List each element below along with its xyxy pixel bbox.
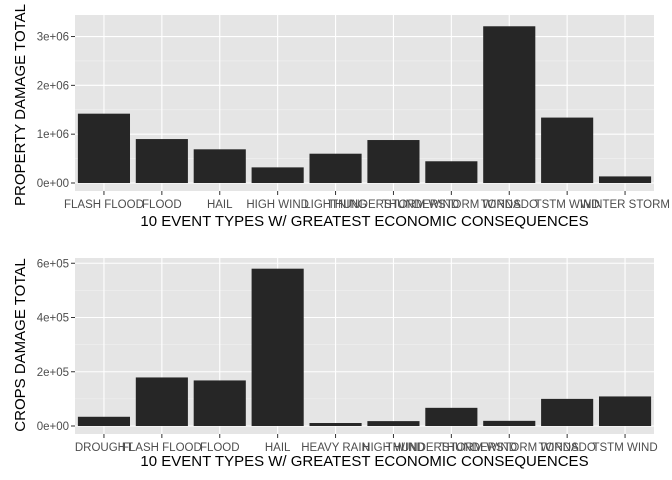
property-bar xyxy=(251,167,304,183)
property-bar xyxy=(309,153,362,183)
crops-bars xyxy=(77,268,652,426)
property-x-tick-label: THUNDERSTORM WIND xyxy=(328,199,459,211)
crops-x-tick-label: TORNADO xyxy=(539,442,596,454)
crops-x-tick-label: HEAVY RAIN xyxy=(301,442,370,454)
property-y-tick-label: 1e+06 xyxy=(37,129,69,141)
crops-bar xyxy=(309,423,362,426)
property-y-tick-label: 3e+06 xyxy=(37,32,69,44)
crops-bar xyxy=(135,377,188,426)
property-y-ticks: 0e+00 1e+06 2e+06 3e+06 xyxy=(37,32,75,190)
crops-bar xyxy=(541,398,594,426)
property-x-tick-label: HIGH WIND xyxy=(246,199,309,211)
property-y-tick-label: 2e+06 xyxy=(37,80,69,92)
property-bar xyxy=(77,113,131,183)
crops-bar xyxy=(251,268,304,426)
crops-x-tick-label: FLASH FLOOD xyxy=(122,442,202,454)
property-x-tick-label: LIGHTNING xyxy=(304,199,367,211)
crops-y-tick-label: 2e+05 xyxy=(37,367,69,379)
crops-bar xyxy=(77,416,131,426)
crops-x-tick-label: THUNDERSTORM WINDS xyxy=(440,442,579,454)
property-bar xyxy=(425,161,478,183)
property-x-tick-label: THUNDERSTORM WINDS xyxy=(382,199,521,211)
property-bar xyxy=(483,26,536,183)
property-x-tick-label: HAIL xyxy=(207,199,233,211)
crops-bar xyxy=(367,421,420,426)
crops-y-tick-label: 6e+05 xyxy=(37,258,69,270)
crops-bar xyxy=(483,420,536,426)
property-x-tick-label: TORNADO xyxy=(481,199,538,211)
crops-x-tick-label: DROUGHT xyxy=(75,442,133,454)
property-bar xyxy=(367,140,420,183)
property-x-axis-title: 10 EVENT TYPES W/ GREATEST ECONOMIC CONS… xyxy=(140,213,588,230)
property-bar xyxy=(135,139,188,183)
crops-y-ticks: 0e+00 2e+05 4e+05 6e+05 xyxy=(37,258,75,433)
crops-y-tick-label: 0e+00 xyxy=(37,421,69,433)
property-bar xyxy=(598,176,652,183)
crops-x-tick-label: TSTM WIND xyxy=(592,442,657,454)
property-x-tick-label: TSTM WIND xyxy=(535,199,600,211)
crops-x-tick-label: THUNDERSTORM WIND xyxy=(386,442,517,454)
property-x-tick-label: WINTER STORM xyxy=(580,199,670,211)
property-bar xyxy=(541,117,594,183)
property-x-tick-label: FLOOD xyxy=(142,199,182,211)
property-bar xyxy=(193,149,246,183)
crops-y-axis-title: CROPS DAMAGE TOTAL xyxy=(12,258,29,431)
crops-bar xyxy=(193,380,246,426)
property-x-tick-label: FLASH FLOOD xyxy=(64,199,144,211)
crops-y-tick-label: 4e+05 xyxy=(37,313,69,325)
property-y-tick-label: 0e+00 xyxy=(37,178,69,190)
crops-bar xyxy=(425,407,478,426)
property-bars xyxy=(77,26,652,183)
crops-x-tick-label: HAIL xyxy=(265,442,291,454)
crops-bar xyxy=(598,396,652,426)
property-y-axis-title: PROPERTY DAMAGE TOTAL xyxy=(12,4,29,206)
crops-x-tick-label: HIGH WIND xyxy=(362,442,425,454)
crops-x-axis-title: 10 EVENT TYPES W/ GREATEST ECONOMIC CONS… xyxy=(140,453,588,470)
crops-x-tick-label: FLOOD xyxy=(200,442,240,454)
